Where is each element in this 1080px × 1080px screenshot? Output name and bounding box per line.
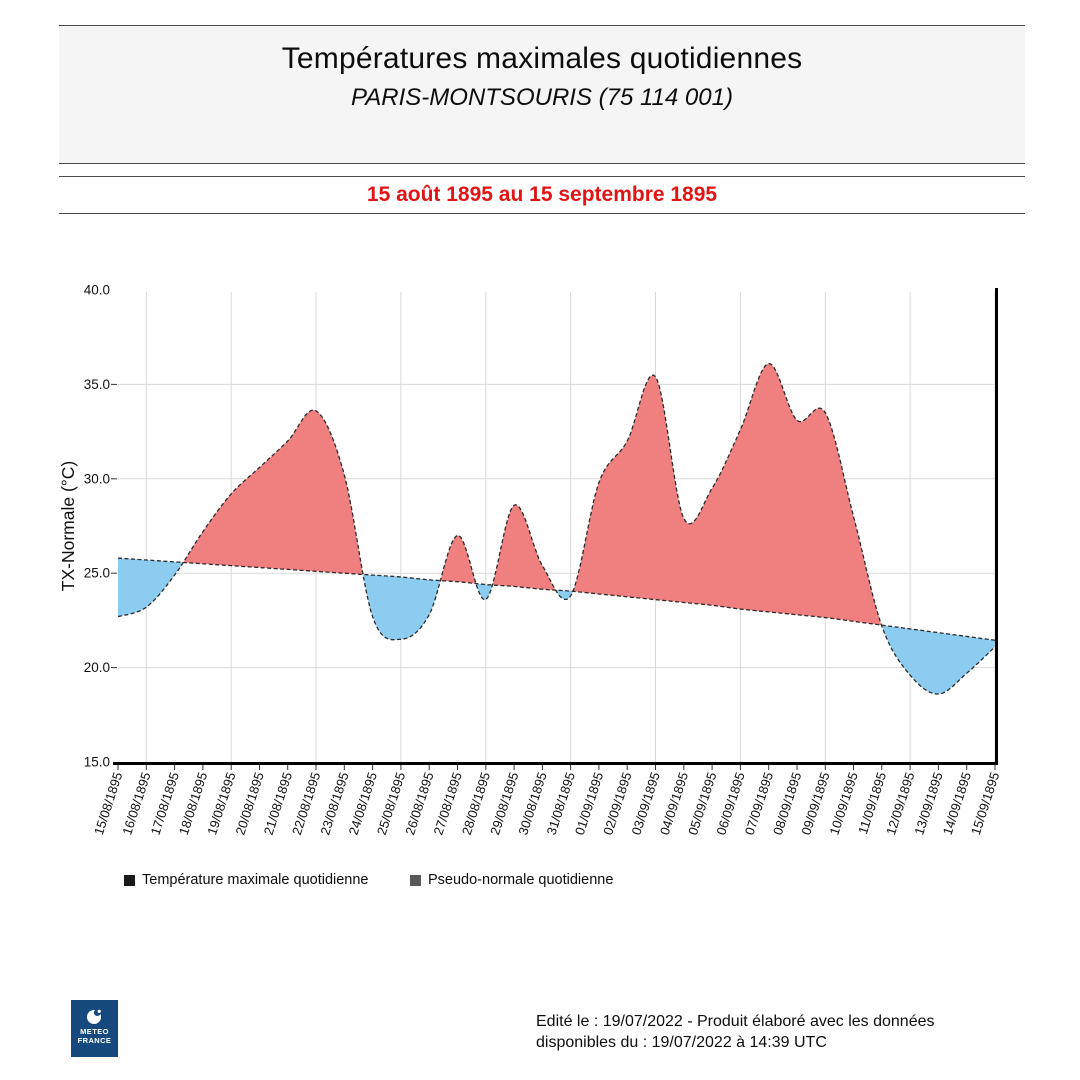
area-below-normal — [476, 583, 493, 600]
area-below-normal — [555, 590, 573, 600]
x-tick-label: 08/09/1895 — [770, 770, 804, 837]
x-tick-label: 31/08/1895 — [544, 770, 578, 837]
x-tick-label: 20/08/1895 — [232, 770, 266, 837]
tx-max-curve — [117, 362, 996, 695]
x-tick-label: 01/09/1895 — [572, 770, 606, 837]
x-tick-label: 15/08/1895 — [91, 770, 125, 837]
x-axis-labels: 15/08/189516/08/189517/08/189518/08/1895… — [91, 765, 1002, 837]
x-tick-label: 21/08/1895 — [261, 770, 295, 837]
x-tick-label: 05/09/1895 — [685, 770, 719, 837]
anomaly-areas — [118, 363, 995, 694]
curves — [117, 362, 996, 695]
x-tick-label: 04/09/1895 — [657, 770, 691, 837]
area-above-normal — [183, 410, 363, 575]
x-tick-label: 22/08/1895 — [289, 770, 323, 837]
legend-item-tx-max: Température maximale quotidienne — [124, 872, 369, 888]
meteo-france-icon — [87, 1009, 101, 1024]
x-tick-label: 30/08/1895 — [515, 770, 549, 837]
period-label: 15 août 1895 au 15 septembre 1895 — [366, 183, 718, 206]
tx-max-legend-swatch — [124, 874, 135, 886]
x-tick-label: 18/08/1895 — [176, 770, 210, 837]
chart-header: Températures maximales quotidiennes PARI… — [59, 25, 1025, 164]
edition-note-line1: Edité le : 19/07/2022 - Produit élaboré … — [536, 1013, 935, 1030]
edition-note-line2: disponibles du : 19/07/2022 à 14:39 UTC — [536, 1034, 827, 1051]
y-tick-label: 25.0 — [84, 566, 110, 581]
y-tick-label: 15.0 — [84, 755, 110, 770]
logo-text-meteo: METEO — [80, 1027, 109, 1036]
area-above-normal — [492, 504, 556, 591]
area-above-normal — [440, 535, 476, 584]
x-tick-label: 23/08/1895 — [317, 770, 351, 837]
x-tick-label: 09/09/1895 — [798, 770, 832, 837]
x-tick-label: 26/08/1895 — [402, 770, 436, 837]
x-tick-label: 25/08/1895 — [374, 770, 408, 837]
x-tick-label: 16/08/1895 — [119, 770, 153, 837]
y-tick-label: 30.0 — [84, 471, 110, 486]
x-tick-label: 29/08/1895 — [487, 770, 521, 837]
pseudo-normale-curve — [117, 557, 996, 641]
x-tick-label: 03/09/1895 — [628, 770, 662, 837]
x-tick-label: 13/09/1895 — [911, 770, 945, 837]
area-below-normal — [881, 625, 995, 694]
x-tick-label: 07/09/1895 — [742, 770, 776, 837]
station-name: PARIS-MONTSOURIS (75 114 001) — [351, 84, 733, 111]
y-axis-title: TX-Normale (°C) — [58, 461, 78, 591]
x-tick-label: 28/08/1895 — [459, 770, 493, 837]
x-tick-label: 10/09/1895 — [826, 770, 860, 837]
period-band: 15 août 1895 au 15 septembre 1895 — [59, 176, 1025, 214]
legend-label-tx-max: Température maximale quotidienne — [142, 872, 369, 888]
x-tick-label: 11/09/1895 — [855, 770, 889, 836]
gridlines — [118, 292, 996, 762]
x-tick-label: 27/08/1895 — [430, 770, 464, 837]
x-tick-label: 12/09/1895 — [883, 770, 917, 837]
x-tick-label: 24/08/1895 — [346, 770, 380, 837]
area-above-normal — [572, 363, 882, 626]
meteo-france-logo: METEO FRANCE — [71, 1000, 118, 1057]
logo-text-france: FRANCE — [77, 1036, 112, 1045]
y-axis-labels: 15.0 20.0 25.0 30.0 35.0 40.0 — [84, 283, 117, 770]
pseudo-normale-legend-swatch — [410, 874, 421, 886]
x-tick-label: 02/09/1895 — [600, 770, 634, 837]
x-tick-label: 15/09/1895 — [968, 770, 1002, 837]
y-tick-label: 35.0 — [84, 377, 110, 392]
x-tick-label: 17/08/1895 — [148, 770, 182, 837]
legend-item-pseudo-normale: Pseudo-normale quotidienne — [410, 872, 613, 888]
edition-note: Edité le : 19/07/2022 - Produit élaboré … — [536, 1011, 935, 1053]
area-below-normal — [363, 574, 441, 640]
y-tick-label: 40.0 — [84, 283, 110, 298]
x-tick-label: 19/08/1895 — [204, 770, 238, 837]
legend-label-pseudo-normale: Pseudo-normale quotidienne — [428, 872, 614, 888]
page-title: Températures maximales quotidiennes — [281, 42, 803, 75]
x-tick-label: 14/09/1895 — [940, 770, 974, 837]
x-tick-label: 06/09/1895 — [713, 770, 747, 837]
area-below-normal — [118, 558, 184, 617]
y-tick-label: 20.0 — [84, 660, 110, 675]
